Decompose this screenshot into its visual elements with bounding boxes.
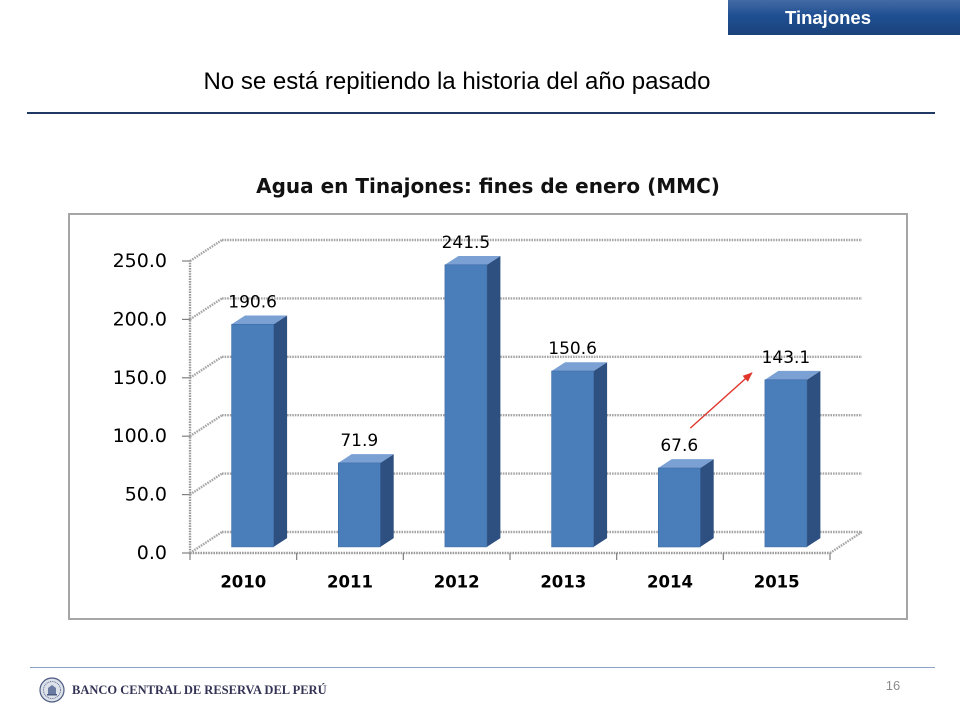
- x-tick-label: 2012: [434, 573, 480, 592]
- bar-front: [764, 379, 808, 548]
- data-label: 150.6: [548, 339, 597, 359]
- floor-edge: [829, 530, 863, 555]
- bcrp-seal-icon: [39, 677, 65, 703]
- institution-name: BANCO CENTRAL DE RESERVA DEL PERÚ: [72, 683, 327, 697]
- chart-floor: [189, 530, 863, 560]
- side-wall-gridline: [189, 238, 223, 263]
- bar-front: [444, 264, 488, 548]
- bar-side: [593, 362, 608, 547]
- data-label: 143.1: [762, 348, 811, 368]
- bar-top: [338, 454, 394, 463]
- side-wall-gridline: [189, 472, 223, 496]
- x-tick-label: 2015: [754, 573, 800, 592]
- footer-divider: [30, 667, 935, 668]
- x-axis: 2010 2011 2012 2013 2014 2015: [220, 573, 799, 592]
- bar-side: [380, 454, 394, 547]
- section-tag-banner: Tinajones: [728, 0, 960, 35]
- bar-front: [657, 467, 701, 548]
- y-tick-label: 0.0: [137, 542, 167, 564]
- bar: [231, 315, 288, 548]
- slide-title: No se está repitiendo la historia del añ…: [203, 68, 711, 95]
- y-tick-label: 50.0: [125, 484, 167, 506]
- x-tick-label: 2014: [647, 573, 693, 592]
- side-wall-gridline: [189, 355, 223, 379]
- trend-arrow: [689, 372, 753, 429]
- data-label: 190.6: [228, 293, 277, 313]
- bar-top: [658, 459, 714, 468]
- bar-side: [806, 370, 821, 547]
- bar-front: [551, 370, 594, 548]
- y-tick-label: 250.0: [113, 250, 167, 272]
- data-label: 241.5: [442, 233, 491, 253]
- data-label: 71.9: [340, 431, 378, 451]
- page-number: 16: [885, 678, 901, 693]
- side-wall-gridline: [189, 297, 223, 321]
- bar-top: [444, 256, 501, 265]
- y-axis: 0.0 50.0 100.0 150.0 200.0 250.0: [113, 250, 192, 564]
- x-tick-label: 2013: [540, 573, 586, 592]
- bar: [444, 256, 501, 548]
- side-wall-gridline: [189, 530, 223, 555]
- chart-title: Agua en Tinajones: fines de enero (MMC): [256, 174, 720, 198]
- bar-side: [700, 459, 714, 547]
- side-wall-gridline: [189, 414, 223, 438]
- bar: [551, 362, 608, 548]
- y-tick-label: 150.0: [113, 367, 167, 389]
- x-tick-label: 2011: [327, 573, 373, 592]
- y-tick-label: 100.0: [113, 425, 167, 447]
- bar-top: [231, 315, 288, 325]
- bar: [764, 370, 821, 548]
- bar: [337, 454, 394, 548]
- bar-front: [231, 323, 274, 548]
- gridlines: [189, 238, 862, 555]
- bar-top: [764, 370, 821, 380]
- data-labels: 190.6 71.9 241.5 150.6 67.6 143.1: [228, 233, 810, 456]
- data-label: 67.6: [660, 436, 698, 456]
- y-tick-label: 200.0: [113, 308, 167, 330]
- bar-top: [551, 362, 608, 371]
- bar-front: [337, 462, 381, 548]
- bar: [657, 459, 714, 548]
- bar-side: [273, 315, 288, 547]
- section-tag: Tinajones: [784, 7, 871, 28]
- bars: [231, 256, 821, 548]
- bar-side: [486, 256, 501, 547]
- x-tick-label: 2010: [220, 573, 266, 592]
- title-divider: [27, 112, 935, 114]
